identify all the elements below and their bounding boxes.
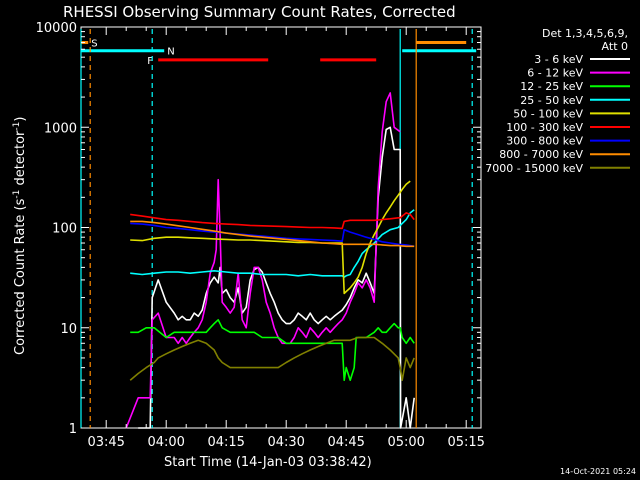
y-axis-label-sup2: -1 <box>12 122 22 131</box>
series-line <box>138 126 415 429</box>
flag-label-n: N <box>167 47 174 58</box>
x-tick-label: 05:15 <box>447 435 484 450</box>
flag-label-s: S <box>91 39 97 50</box>
x-tick-label: 04:15 <box>207 435 244 450</box>
legend-entry-label: 25 - 50 keV <box>520 94 583 107</box>
y-axis-label: Corrected Count Rate (s-1 detector-1) <box>12 117 28 355</box>
series-line <box>125 92 401 429</box>
x-tick-label: 04:45 <box>327 435 364 450</box>
series-line <box>130 222 415 248</box>
y-axis-label-main: Corrected Count Rate (s <box>13 198 28 355</box>
series-line <box>130 212 415 230</box>
x-axis-label: Start Time (14-Jan-03 03:38:42) <box>164 455 372 470</box>
x-tick-label: 03:45 <box>87 435 124 450</box>
y-tick-label: 1 <box>69 422 77 437</box>
plot-area: S N F 03:45 04:00 04:15 04:30 04:45 05:00 05:15 1… <box>36 21 485 450</box>
legend-header-attenuator: Att 0 <box>602 40 628 53</box>
y-tick-label: 100 <box>52 222 77 237</box>
legend-entry-label: 300 - 800 keV <box>506 135 583 148</box>
legend-entry-label: 50 - 100 keV <box>513 107 583 120</box>
series-line <box>130 318 415 382</box>
ticks-layer: 03:45 04:00 04:15 04:30 04:45 05:00 05:15 1 10 10… <box>36 21 485 450</box>
y-tick-label: 1000 <box>44 121 77 136</box>
legend-entry-label: 7000 - 15000 keV <box>485 162 583 175</box>
legend-entry-label: 100 - 300 keV <box>506 121 583 134</box>
x-tick-label: 04:00 <box>147 435 184 450</box>
x-tick-label: 05:00 <box>387 435 424 450</box>
vertical-lines-layer <box>80 29 473 428</box>
flag-label-f: F <box>147 56 153 67</box>
y-tick-label: 10000 <box>36 21 77 36</box>
series-line <box>130 220 415 248</box>
y-axis-label-end: ) <box>13 117 28 122</box>
legend-entry-label: 6 - 12 keV <box>527 67 583 80</box>
x-tick-label: 04:30 <box>267 435 304 450</box>
legend-header-detectors: Det 1,3,4,5,6,9, <box>542 27 628 40</box>
series-line <box>130 209 415 278</box>
chart-title: RHESSI Observing Summary Count Rates, Co… <box>63 3 456 21</box>
y-tick-label: 10 <box>60 322 77 337</box>
legend-entry-label: 3 - 6 keV <box>534 53 583 66</box>
timestamp: 14-Oct-2021 05:24 <box>560 467 636 476</box>
y-axis-label-sup1: -1 <box>12 190 22 199</box>
flags-layer: S N F <box>81 39 477 67</box>
legend-entry-label: 12 - 25 keV <box>520 80 583 93</box>
series-layer <box>125 92 415 429</box>
legend-entry-label: 800 - 7000 keV <box>499 148 583 161</box>
series-line <box>129 336 415 382</box>
series-line <box>130 180 411 295</box>
y-axis-label-mid: detector <box>13 130 28 190</box>
